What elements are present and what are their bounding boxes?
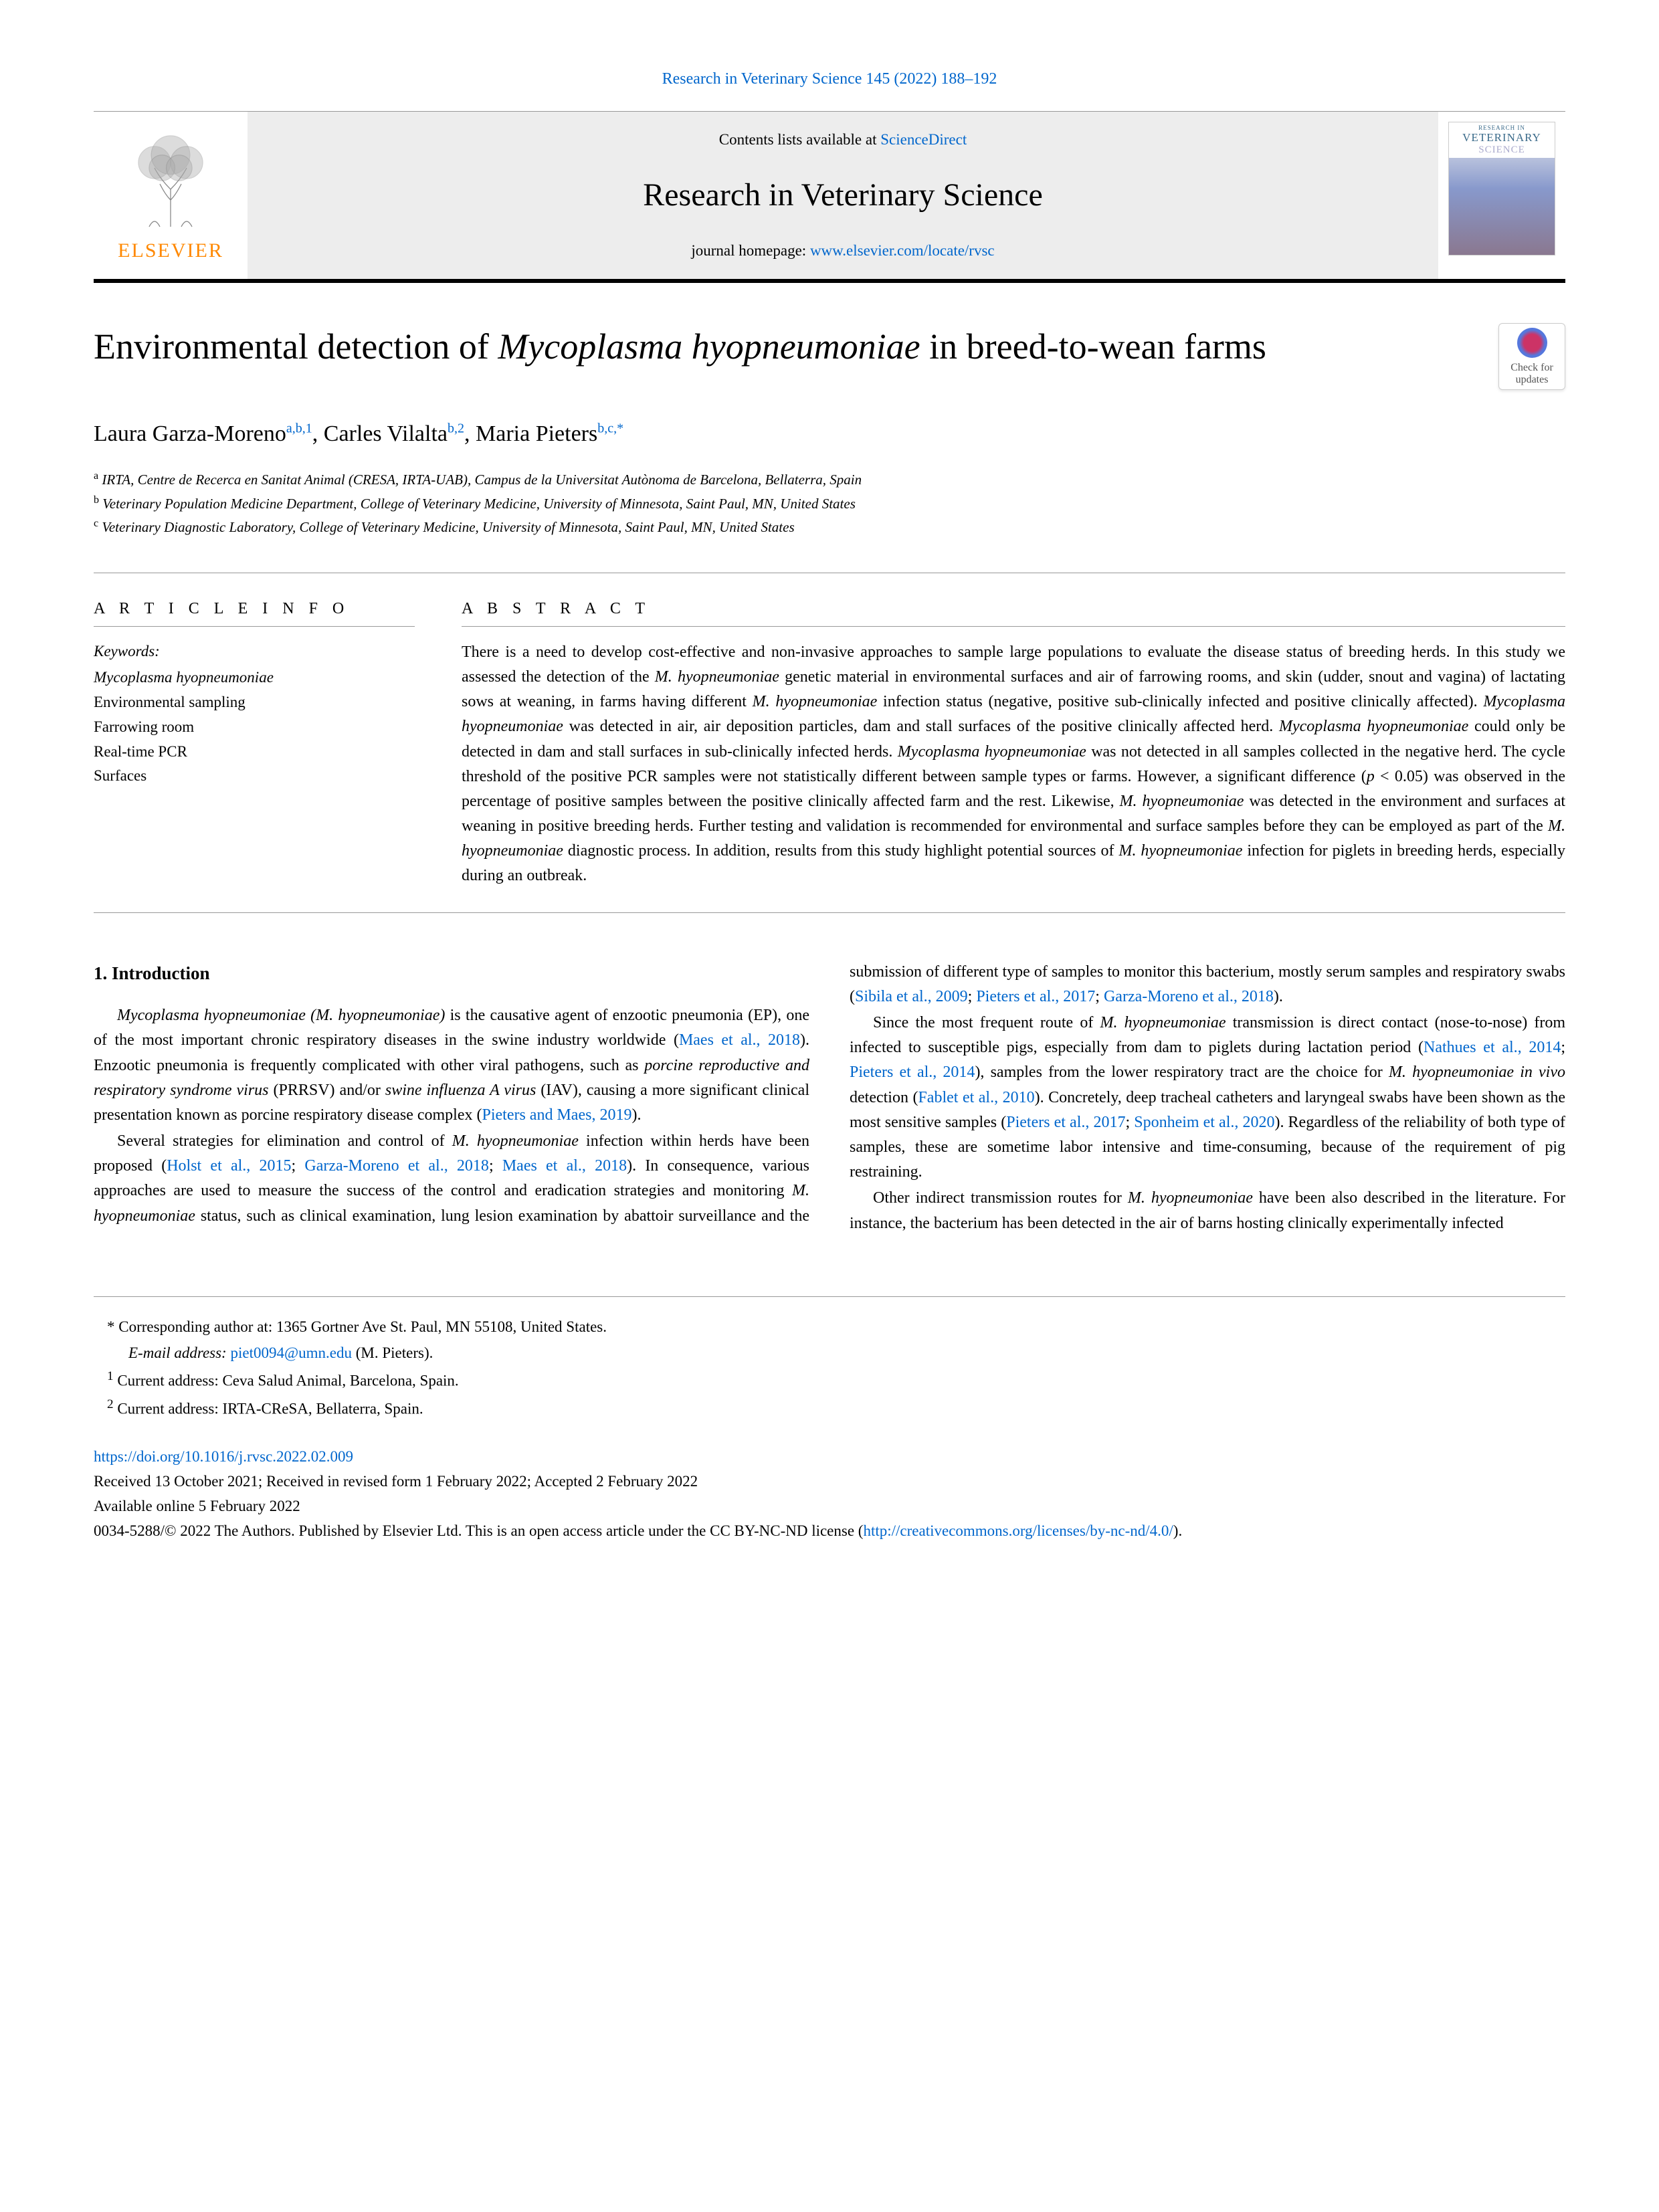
corresponding-author: * Corresponding author at: 1365 Gortner … xyxy=(94,1314,1565,1340)
cite-link[interactable]: Sponheim et al., 2020 xyxy=(1134,1114,1274,1131)
doi-link[interactable]: https://doi.org/10.1016/j.rvsc.2022.02.0… xyxy=(94,1448,353,1465)
footnote-2: 2 Current address: IRTA-CReSA, Bellaterr… xyxy=(94,1394,1565,1422)
section-heading: 1. Introduction xyxy=(94,960,809,987)
journal-cover-thumb[interactable]: RESEARCH INVETERINARYSCIENCE xyxy=(1438,112,1565,279)
cite-link[interactable]: Nathues et al., 2014 xyxy=(1424,1039,1561,1056)
homepage-link[interactable]: www.elsevier.com/locate/rvsc xyxy=(810,242,995,259)
abstract-heading: A B S T R A C T xyxy=(462,597,1565,627)
keywords-label: Keywords: xyxy=(94,640,415,664)
author-1-affil[interactable]: a,b,1 xyxy=(286,421,312,436)
journal-header-banner: ELSEVIER Contents lists available at Sci… xyxy=(94,111,1565,283)
elsevier-wordmark: ELSEVIER xyxy=(118,235,223,266)
footnote-1: 1 Current address: Ceva Salud Animal, Ba… xyxy=(94,1366,1565,1394)
cite-link[interactable]: Holst et al., 2015 xyxy=(167,1157,291,1175)
abstract-column: A B S T R A C T There is a need to devel… xyxy=(462,597,1565,889)
available-date: Available online 5 February 2022 xyxy=(94,1494,1565,1519)
cite-link[interactable]: Fablet et al., 2010 xyxy=(918,1089,1034,1106)
body-paragraph: Other indirect transmission routes for M… xyxy=(850,1186,1565,1235)
header-middle: Contents lists available at ScienceDirec… xyxy=(248,112,1438,279)
cite-link[interactable]: Pieters et al., 2017 xyxy=(976,988,1095,1005)
article-body: 1. Introduction Mycoplasma hyopneumoniae… xyxy=(94,960,1565,1236)
keyword-item: Farrowing room xyxy=(94,715,415,740)
keyword-item: Real-time PCR xyxy=(94,740,415,765)
sciencedirect-link[interactable]: ScienceDirect xyxy=(880,131,967,148)
cite-link[interactable]: Pieters et al., 2014 xyxy=(850,1064,975,1081)
elsevier-tree-icon xyxy=(110,125,231,232)
email-line: E-mail address: piet0094@umn.edu (M. Pie… xyxy=(94,1340,1565,1366)
updates-icon xyxy=(1517,328,1547,358)
cite-link[interactable]: Garza-Moreno et al., 2018 xyxy=(304,1157,489,1175)
journal-name: Research in Veterinary Science xyxy=(643,171,1043,219)
author-1: Laura Garza-Moreno xyxy=(94,421,286,446)
cite-link[interactable]: Maes et al., 2018 xyxy=(502,1157,627,1175)
contents-available-text: Contents lists available at ScienceDirec… xyxy=(719,128,967,152)
email-link[interactable]: piet0094@umn.edu xyxy=(230,1344,352,1361)
copyright-line: 0034-5288/© 2022 The Authors. Published … xyxy=(94,1519,1565,1544)
cite-link[interactable]: Sibila et al., 2009 xyxy=(855,988,968,1005)
author-2-affil[interactable]: b,2 xyxy=(448,421,464,436)
citation-header[interactable]: Research in Veterinary Science 145 (2022… xyxy=(94,67,1565,91)
cite-link[interactable]: Pieters et al., 2017 xyxy=(1006,1114,1125,1131)
article-info-column: A R T I C L E I N F O Keywords: Mycoplas… xyxy=(94,597,415,889)
article-info-heading: A R T I C L E I N F O xyxy=(94,597,415,627)
body-paragraph: Since the most frequent route of M. hyop… xyxy=(850,1011,1565,1185)
license-link[interactable]: http://creativecommons.org/licenses/by-n… xyxy=(863,1522,1173,1539)
author-3-affil[interactable]: b,c,* xyxy=(597,421,623,436)
keyword-item: Surfaces xyxy=(94,764,415,789)
author-2: Carles Vilalta xyxy=(324,421,448,446)
footer-block: https://doi.org/10.1016/j.rvsc.2022.02.0… xyxy=(94,1445,1565,1543)
cite-link[interactable]: Garza-Moreno et al., 2018 xyxy=(1104,988,1274,1005)
keyword-item: Environmental sampling xyxy=(94,690,415,715)
article-title: Environmental detection of Mycoplasma hy… xyxy=(94,323,1472,370)
cite-link[interactable]: Pieters and Maes, 2019 xyxy=(482,1106,631,1124)
publisher-logo[interactable]: ELSEVIER xyxy=(94,112,248,279)
footnotes: * Corresponding author at: 1365 Gortner … xyxy=(94,1296,1565,1422)
authors-list: Laura Garza-Morenoa,b,1, Carles Vilaltab… xyxy=(94,417,1565,451)
keyword-item: Mycoplasma hyopneumoniae xyxy=(94,666,415,690)
author-3: Maria Pieters xyxy=(476,421,597,446)
affiliations: a IRTA, Centre de Recerca en Sanitat Ani… xyxy=(94,468,1565,539)
check-updates-badge[interactable]: Check for updates xyxy=(1498,323,1565,390)
abstract-text: There is a need to develop cost-effectiv… xyxy=(462,640,1565,889)
body-paragraph: Mycoplasma hyopneumoniae (M. hyopneumoni… xyxy=(94,1003,809,1128)
cite-link[interactable]: Maes et al., 2018 xyxy=(679,1031,800,1049)
journal-homepage: journal homepage: www.elsevier.com/locat… xyxy=(691,239,994,263)
received-dates: Received 13 October 2021; Received in re… xyxy=(94,1470,1565,1494)
